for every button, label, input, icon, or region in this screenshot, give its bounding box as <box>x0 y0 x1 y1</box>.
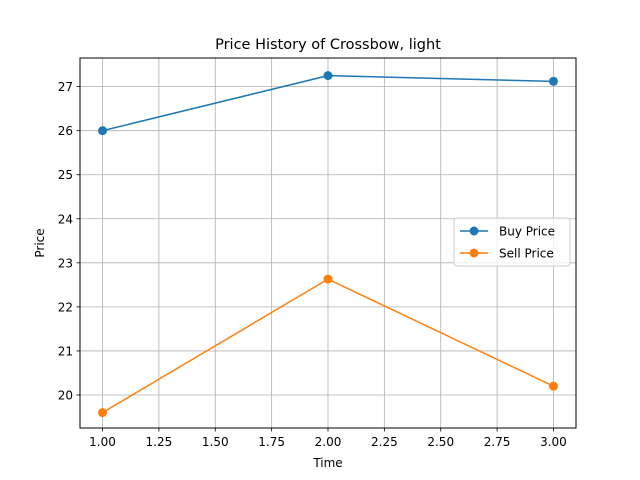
x-tick-label: 2.00 <box>315 435 342 449</box>
y-tick-label: 21 <box>58 344 73 358</box>
axis-ticks: 1.00 1.25 1.50 1.75 2.00 2.25 2.50 2.75 3.00 20 21… <box>58 80 567 449</box>
x-tick-label: 2.25 <box>371 435 398 449</box>
chart-title: Price History of Crossbow, light <box>215 37 441 53</box>
data-point-sell-price <box>323 274 333 284</box>
x-tick-label: 3.00 <box>540 435 567 449</box>
y-tick-label: 24 <box>58 212 73 226</box>
series-layer <box>98 71 558 418</box>
x-tick-label: 1.50 <box>202 435 229 449</box>
data-point-buy-price <box>98 126 108 136</box>
x-tick-label: 1.00 <box>89 435 116 449</box>
x-tick-label: 2.50 <box>427 435 454 449</box>
y-tick-label: 26 <box>58 124 73 138</box>
legend: Buy Price Sell Price <box>453 217 571 267</box>
x-tick-label: 1.75 <box>258 435 285 449</box>
grid-lines <box>80 58 576 428</box>
legend-label-sell-price: Sell Price <box>499 247 554 261</box>
x-tick-label: 2.75 <box>484 435 511 449</box>
legend-marker-buy-price <box>469 226 479 236</box>
y-tick-label: 22 <box>58 300 73 314</box>
data-point-sell-price <box>98 408 108 418</box>
data-point-buy-price <box>323 71 333 81</box>
y-axis-label: Price <box>33 228 47 257</box>
y-tick-label: 27 <box>58 80 73 94</box>
legend-box <box>453 217 571 267</box>
legend-marker-sell-price <box>469 248 479 258</box>
data-point-buy-price <box>548 76 558 86</box>
y-tick-label: 20 <box>58 388 73 402</box>
legend-label-buy-price: Buy Price <box>499 225 555 239</box>
x-axis-label: Time <box>312 456 342 470</box>
y-tick-label: 23 <box>58 256 73 270</box>
x-tick-label: 1.25 <box>146 435 173 449</box>
y-tick-label: 25 <box>58 168 73 182</box>
data-point-sell-price <box>548 381 558 391</box>
